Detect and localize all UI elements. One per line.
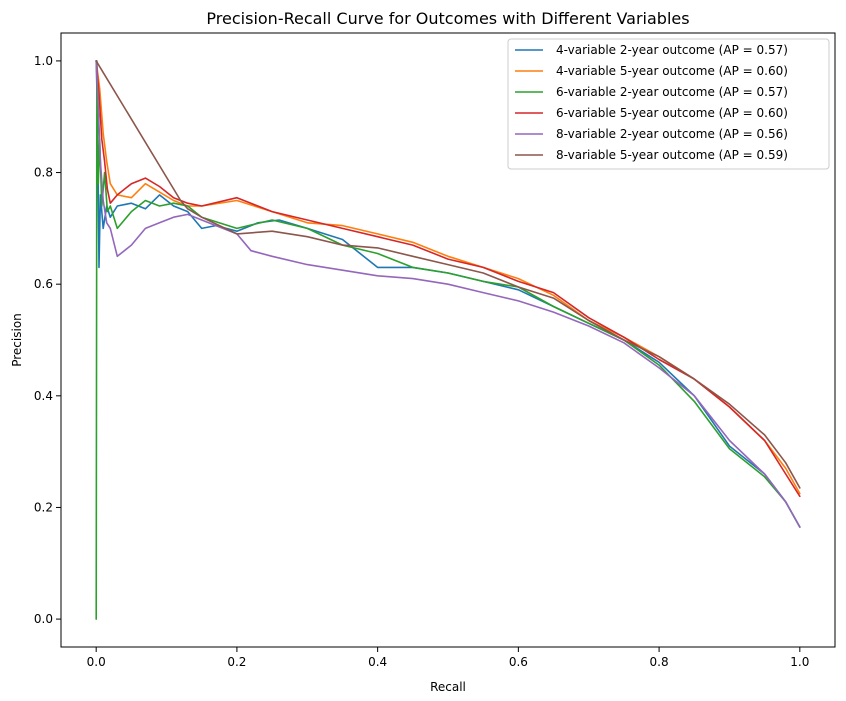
x-axis-label: Recall — [430, 680, 466, 694]
series-line-4 — [95, 60, 801, 498]
y-tick-label: 0.6 — [34, 277, 53, 291]
series-line-5 — [95, 60, 801, 528]
x-tick-label: 1.0 — [790, 655, 809, 669]
y-tick-label: 0.2 — [34, 500, 53, 514]
y-tick-label: 0.8 — [34, 166, 53, 180]
legend-box — [507, 38, 830, 170]
plot-area — [95, 60, 801, 620]
x-tick-label: 0.0 — [87, 655, 106, 669]
x-tick-label: 0.4 — [368, 655, 387, 669]
legend-label-5: 8-variable 2-year outcome (AP = 0.56) — [556, 127, 788, 141]
x-tick-label: 0.8 — [650, 655, 669, 669]
chart-title: Precision-Recall Curve for Outcomes with… — [206, 9, 689, 28]
y-tick-label: 0.0 — [34, 612, 53, 626]
legend-label-1: 4-variable 2-year outcome (AP = 0.57) — [556, 43, 788, 57]
series-line-3 — [95, 60, 801, 620]
series-line-6 — [95, 60, 801, 489]
y-tick-label: 1.0 — [34, 54, 53, 68]
x-axis: 0.0 0.2 0.4 0.6 0.8 1.0 — [87, 647, 809, 669]
legend-label-2: 4-variable 5-year outcome (AP = 0.60) — [556, 64, 788, 78]
legend-label-4: 6-variable 5-year outcome (AP = 0.60) — [556, 106, 788, 120]
y-axis-label: Precision — [10, 313, 24, 367]
legend: 4-variable 2-year outcome (AP = 0.57) 4-v… — [507, 38, 830, 170]
y-axis: 0.0 0.2 0.4 0.6 0.8 1.0 — [34, 54, 61, 626]
y-tick-label: 0.4 — [34, 389, 53, 403]
x-tick-label: 0.6 — [509, 655, 528, 669]
legend-label-3: 6-variable 2-year outcome (AP = 0.57) — [556, 85, 788, 99]
plot-frame — [60, 32, 836, 648]
legend-label-6: 8-variable 5-year outcome (AP = 0.59) — [556, 148, 788, 162]
x-tick-label: 0.2 — [227, 655, 246, 669]
